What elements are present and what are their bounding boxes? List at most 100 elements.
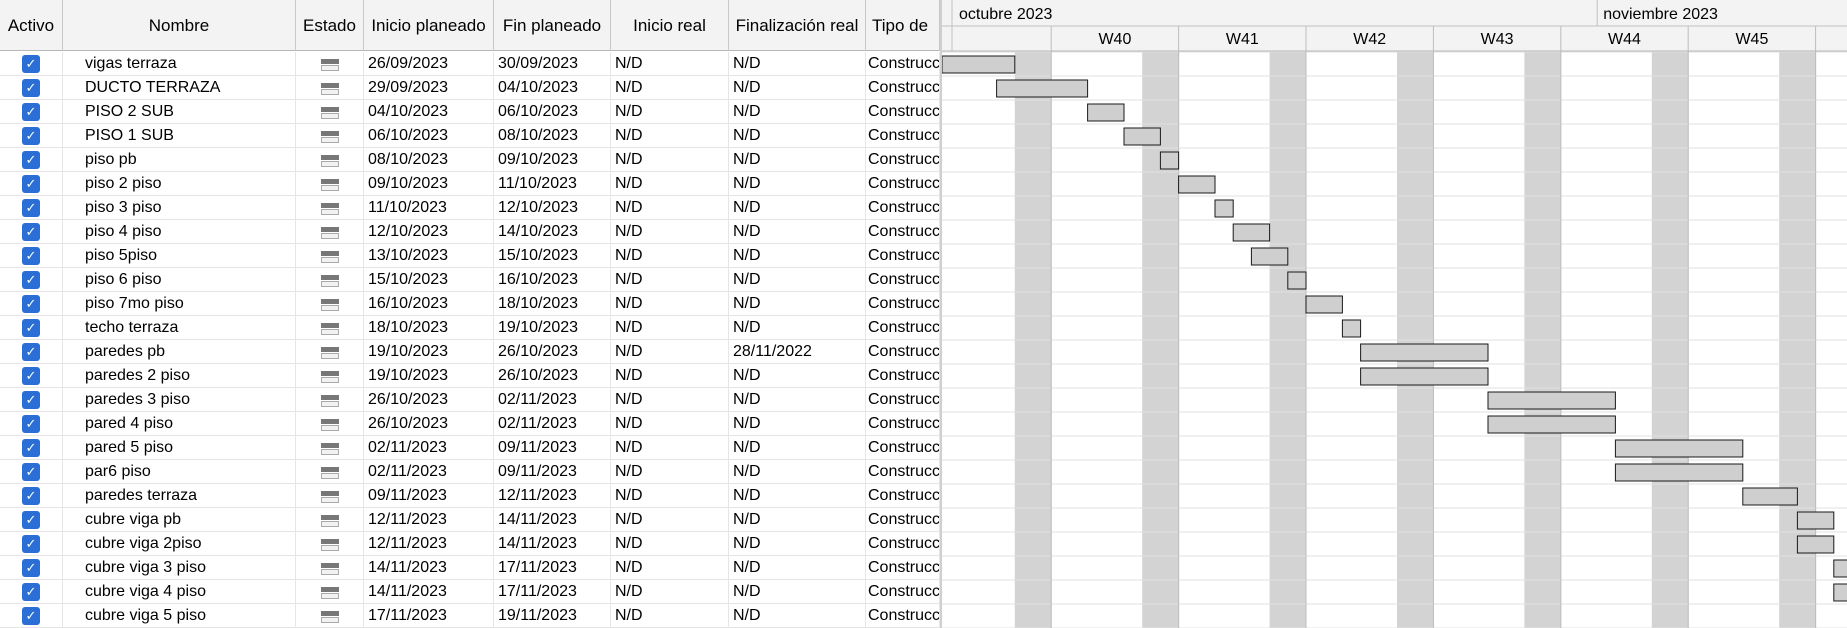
active-checkbox[interactable]: ✓ xyxy=(22,103,40,121)
cell-nombre[interactable]: PISO 1 SUB xyxy=(63,124,296,148)
cell-tipo[interactable]: Construcción xyxy=(866,244,940,268)
task-bar[interactable] xyxy=(1250,247,1289,266)
cell-nombre[interactable]: piso 4 piso xyxy=(63,220,296,244)
table-row[interactable]: ✓ par6 piso 02/11/2023 09/11/2023 N/D N/D Cons… xyxy=(0,460,940,484)
cell-nombre[interactable]: cubre viga 2piso xyxy=(63,532,296,556)
cell-finalizacion-real[interactable]: N/D xyxy=(729,532,866,556)
cell-inicio-planeado[interactable]: 04/10/2023 xyxy=(364,100,494,124)
cell-finalizacion-real[interactable]: N/D xyxy=(729,148,866,172)
task-bar[interactable] xyxy=(1487,391,1616,410)
task-bar[interactable] xyxy=(1305,295,1343,314)
cell-nombre[interactable]: pared 4 piso xyxy=(63,412,296,436)
cell-tipo[interactable]: Construcción xyxy=(866,100,940,124)
cell-inicio-planeado[interactable]: 26/10/2023 xyxy=(364,412,494,436)
cell-fin-planeado[interactable]: 02/11/2023 xyxy=(494,412,611,436)
active-checkbox[interactable]: ✓ xyxy=(22,535,40,553)
task-bar[interactable] xyxy=(1796,511,1835,530)
cell-tipo[interactable]: Construcción xyxy=(866,436,940,460)
cell-inicio-real[interactable]: N/D xyxy=(611,52,729,76)
cell-inicio-planeado[interactable]: 14/11/2023 xyxy=(364,580,494,604)
table-row[interactable]: ✓ piso 7mo piso 16/10/2023 18/10/2023 N/D N/D… xyxy=(0,292,940,316)
cell-nombre[interactable]: techo terraza xyxy=(63,316,296,340)
active-checkbox[interactable]: ✓ xyxy=(22,415,40,433)
table-row[interactable]: ✓ pared 5 piso 02/11/2023 09/11/2023 N/D N/D C… xyxy=(0,436,940,460)
cell-inicio-planeado[interactable]: 12/10/2023 xyxy=(364,220,494,244)
cell-inicio-planeado[interactable]: 18/10/2023 xyxy=(364,316,494,340)
table-row[interactable]: ✓ piso 5piso 13/10/2023 15/10/2023 N/D N/D Con… xyxy=(0,244,940,268)
cell-tipo[interactable]: Construcción xyxy=(866,148,940,172)
task-bar[interactable] xyxy=(1796,535,1835,554)
cell-nombre[interactable]: cubre viga 4 piso xyxy=(63,580,296,604)
table-row[interactable]: ✓ PISO 1 SUB 06/10/2023 08/10/2023 N/D N/D Con… xyxy=(0,124,940,148)
cell-fin-planeado[interactable]: 09/10/2023 xyxy=(494,148,611,172)
cell-finalizacion-real[interactable]: N/D xyxy=(729,316,866,340)
table-row[interactable]: ✓ piso 3 piso 11/10/2023 12/10/2023 N/D N/D Co… xyxy=(0,196,940,220)
active-checkbox[interactable]: ✓ xyxy=(22,295,40,313)
cell-finalizacion-real[interactable]: N/D xyxy=(729,388,866,412)
cell-tipo[interactable]: Construcción xyxy=(866,196,940,220)
cell-inicio-planeado[interactable]: 09/10/2023 xyxy=(364,172,494,196)
cell-fin-planeado[interactable]: 19/10/2023 xyxy=(494,316,611,340)
task-bar[interactable] xyxy=(1833,559,1847,578)
cell-inicio-real[interactable]: N/D xyxy=(611,412,729,436)
column-header-tipo[interactable]: Tipo de xyxy=(866,0,940,51)
cell-fin-planeado[interactable]: 11/10/2023 xyxy=(494,172,611,196)
cell-inicio-real[interactable]: N/D xyxy=(611,100,729,124)
table-row[interactable]: ✓ paredes pb 19/10/2023 26/10/2023 N/D 28/11/… xyxy=(0,340,940,364)
cell-fin-planeado[interactable]: 17/11/2023 xyxy=(494,556,611,580)
cell-nombre[interactable]: pared 5 piso xyxy=(63,436,296,460)
cell-inicio-planeado[interactable]: 08/10/2023 xyxy=(364,148,494,172)
table-row[interactable]: ✓ pared 4 piso 26/10/2023 02/11/2023 N/D N/D C… xyxy=(0,412,940,436)
task-bar[interactable] xyxy=(1087,103,1125,122)
cell-tipo[interactable]: Construcción xyxy=(866,340,940,364)
table-row[interactable]: ✓ techo terraza 18/10/2023 19/10/2023 N/D N/D… xyxy=(0,316,940,340)
cell-tipo[interactable]: Construcción xyxy=(866,52,940,76)
cell-inicio-planeado[interactable]: 16/10/2023 xyxy=(364,292,494,316)
table-row[interactable]: ✓ cubre viga 5 piso 17/11/2023 19/11/2023 N/… xyxy=(0,604,940,628)
task-bar[interactable] xyxy=(1341,319,1362,338)
active-checkbox[interactable]: ✓ xyxy=(22,271,40,289)
cell-inicio-real[interactable]: N/D xyxy=(611,604,729,628)
active-checkbox[interactable]: ✓ xyxy=(22,151,40,169)
table-row[interactable]: ✓ cubre viga 4 piso 14/11/2023 17/11/2023 N/… xyxy=(0,580,940,604)
cell-fin-planeado[interactable]: 02/11/2023 xyxy=(494,388,611,412)
task-bar[interactable] xyxy=(1287,271,1307,290)
cell-finalizacion-real[interactable]: N/D xyxy=(729,556,866,580)
cell-inicio-planeado[interactable]: 26/10/2023 xyxy=(364,388,494,412)
table-row[interactable]: ✓ cubre viga 3 piso 14/11/2023 17/11/2023 N/… xyxy=(0,556,940,580)
cell-inicio-real[interactable]: N/D xyxy=(611,388,729,412)
cell-inicio-planeado[interactable]: 09/11/2023 xyxy=(364,484,494,508)
cell-finalizacion-real[interactable]: N/D xyxy=(729,76,866,100)
active-checkbox[interactable]: ✓ xyxy=(22,487,40,505)
table-row[interactable]: ✓ paredes 2 piso 19/10/2023 26/10/2023 N/D N/… xyxy=(0,364,940,388)
task-bar[interactable] xyxy=(1614,463,1744,482)
cell-inicio-planeado[interactable]: 26/09/2023 xyxy=(364,52,494,76)
cell-inicio-real[interactable]: N/D xyxy=(611,484,729,508)
cell-inicio-planeado[interactable]: 14/11/2023 xyxy=(364,556,494,580)
cell-fin-planeado[interactable]: 12/10/2023 xyxy=(494,196,611,220)
task-bar[interactable] xyxy=(942,55,1016,74)
cell-tipo[interactable]: Construcción xyxy=(866,220,940,244)
table-row[interactable]: ✓ vigas terraza 26/09/2023 30/09/2023 N/D N/D… xyxy=(0,52,940,76)
table-row[interactable]: ✓ cubre viga pb 12/11/2023 14/11/2023 N/D N/D… xyxy=(0,508,940,532)
cell-nombre[interactable]: DUCTO TERRAZA xyxy=(63,76,296,100)
active-checkbox[interactable]: ✓ xyxy=(22,439,40,457)
cell-tipo[interactable]: Construcción xyxy=(866,172,940,196)
cell-tipo[interactable]: Construcción xyxy=(866,124,940,148)
cell-fin-planeado[interactable]: 19/11/2023 xyxy=(494,604,611,628)
cell-finalizacion-real[interactable]: N/D xyxy=(729,508,866,532)
column-header-inicio-real[interactable]: Inicio real xyxy=(611,0,729,51)
task-bar[interactable] xyxy=(1614,439,1744,458)
cell-finalizacion-real[interactable]: N/D xyxy=(729,412,866,436)
cell-nombre[interactable]: paredes terraza xyxy=(63,484,296,508)
cell-tipo[interactable]: Construcción xyxy=(866,604,940,628)
cell-finalizacion-real[interactable]: N/D xyxy=(729,220,866,244)
column-header-finalizacion-real[interactable]: Finalización real xyxy=(729,0,866,51)
cell-inicio-planeado[interactable]: 17/11/2023 xyxy=(364,604,494,628)
table-row[interactable]: ✓ piso 4 piso 12/10/2023 14/10/2023 N/D N/D Co… xyxy=(0,220,940,244)
table-row[interactable]: ✓ cubre viga 2piso 12/11/2023 14/11/2023 N/D… xyxy=(0,532,940,556)
cell-tipo[interactable]: Construcción xyxy=(866,364,940,388)
cell-inicio-real[interactable]: N/D xyxy=(611,508,729,532)
task-bar[interactable] xyxy=(1214,199,1234,218)
cell-inicio-planeado[interactable]: 19/10/2023 xyxy=(364,340,494,364)
